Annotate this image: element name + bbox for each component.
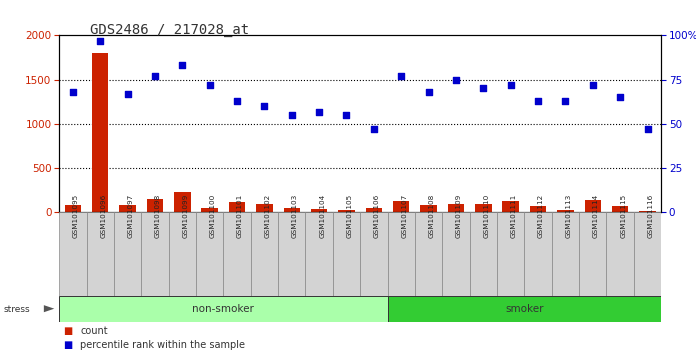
- Bar: [147, 199, 163, 212]
- FancyBboxPatch shape: [59, 212, 86, 296]
- Bar: [448, 205, 464, 212]
- FancyBboxPatch shape: [251, 212, 278, 296]
- Bar: [612, 206, 628, 212]
- FancyBboxPatch shape: [278, 212, 306, 296]
- FancyBboxPatch shape: [497, 212, 524, 296]
- Bar: [365, 208, 382, 212]
- Bar: [120, 205, 136, 212]
- Bar: [557, 210, 574, 212]
- Point: [368, 126, 379, 132]
- FancyBboxPatch shape: [606, 212, 634, 296]
- Text: GSM101116: GSM101116: [647, 194, 654, 238]
- Point: [286, 112, 297, 118]
- Bar: [201, 207, 218, 212]
- Text: GDS2486 / 217028_at: GDS2486 / 217028_at: [90, 23, 250, 37]
- Text: percentile rank within the sample: percentile rank within the sample: [80, 340, 245, 350]
- Point: [68, 89, 79, 95]
- FancyBboxPatch shape: [634, 212, 661, 296]
- Text: GSM101096: GSM101096: [100, 194, 106, 238]
- FancyBboxPatch shape: [524, 212, 552, 296]
- Text: GSM101109: GSM101109: [456, 194, 462, 238]
- Text: stress: stress: [3, 304, 30, 314]
- Point: [314, 109, 325, 114]
- Text: GSM101098: GSM101098: [155, 194, 161, 238]
- FancyBboxPatch shape: [552, 212, 579, 296]
- FancyBboxPatch shape: [388, 296, 661, 322]
- Point: [587, 82, 599, 88]
- Bar: [174, 192, 191, 212]
- Text: GSM101110: GSM101110: [483, 194, 489, 238]
- FancyBboxPatch shape: [141, 212, 168, 296]
- Point: [477, 86, 489, 91]
- Bar: [338, 210, 355, 212]
- Text: GSM101105: GSM101105: [347, 194, 352, 238]
- FancyBboxPatch shape: [306, 212, 333, 296]
- Text: GSM101100: GSM101100: [209, 194, 216, 238]
- FancyBboxPatch shape: [361, 212, 388, 296]
- FancyBboxPatch shape: [196, 212, 223, 296]
- Text: GSM101114: GSM101114: [593, 194, 599, 238]
- Text: GSM101108: GSM101108: [429, 194, 434, 238]
- Bar: [475, 205, 491, 212]
- FancyBboxPatch shape: [388, 212, 415, 296]
- FancyBboxPatch shape: [415, 212, 442, 296]
- Text: non-smoker: non-smoker: [192, 304, 254, 314]
- FancyBboxPatch shape: [442, 212, 470, 296]
- Bar: [393, 201, 409, 212]
- Text: GSM101111: GSM101111: [511, 194, 516, 238]
- Point: [532, 98, 544, 104]
- Text: GSM101115: GSM101115: [620, 194, 626, 238]
- Point: [259, 103, 270, 109]
- Bar: [229, 202, 245, 212]
- Text: GSM101107: GSM101107: [401, 194, 407, 238]
- Text: smoker: smoker: [505, 304, 544, 314]
- FancyBboxPatch shape: [579, 212, 606, 296]
- Point: [423, 89, 434, 95]
- Bar: [256, 204, 273, 212]
- Bar: [92, 53, 109, 212]
- FancyBboxPatch shape: [223, 212, 251, 296]
- Text: GSM101102: GSM101102: [264, 194, 271, 238]
- Bar: [530, 206, 546, 212]
- Point: [615, 95, 626, 100]
- Bar: [420, 205, 437, 212]
- Bar: [503, 201, 519, 212]
- Bar: [640, 211, 656, 212]
- Point: [560, 98, 571, 104]
- Bar: [585, 200, 601, 212]
- Point: [204, 82, 215, 88]
- Text: GSM101097: GSM101097: [127, 194, 134, 238]
- Text: count: count: [80, 326, 108, 336]
- Point: [150, 73, 161, 79]
- FancyBboxPatch shape: [114, 212, 141, 296]
- Point: [395, 73, 406, 79]
- Polygon shape: [44, 305, 54, 312]
- FancyBboxPatch shape: [470, 212, 497, 296]
- Point: [341, 112, 352, 118]
- Text: GSM101106: GSM101106: [374, 194, 380, 238]
- Text: GSM101104: GSM101104: [319, 194, 325, 238]
- FancyBboxPatch shape: [86, 212, 114, 296]
- Point: [177, 63, 188, 68]
- Text: GSM101113: GSM101113: [565, 194, 571, 238]
- Point: [95, 38, 106, 44]
- Text: GSM101099: GSM101099: [182, 194, 189, 238]
- Text: ■: ■: [63, 340, 72, 350]
- Bar: [283, 207, 300, 212]
- Point: [122, 91, 133, 97]
- Point: [450, 77, 461, 82]
- Text: GSM101095: GSM101095: [73, 194, 79, 238]
- Point: [505, 82, 516, 88]
- Bar: [65, 205, 81, 212]
- Text: GSM101101: GSM101101: [237, 194, 243, 238]
- Point: [642, 126, 653, 132]
- FancyBboxPatch shape: [168, 212, 196, 296]
- Bar: [311, 209, 327, 212]
- Text: GSM101112: GSM101112: [538, 194, 544, 238]
- Text: GSM101103: GSM101103: [292, 194, 298, 238]
- FancyBboxPatch shape: [333, 212, 361, 296]
- Text: ■: ■: [63, 326, 72, 336]
- FancyBboxPatch shape: [59, 296, 388, 322]
- Point: [232, 98, 243, 104]
